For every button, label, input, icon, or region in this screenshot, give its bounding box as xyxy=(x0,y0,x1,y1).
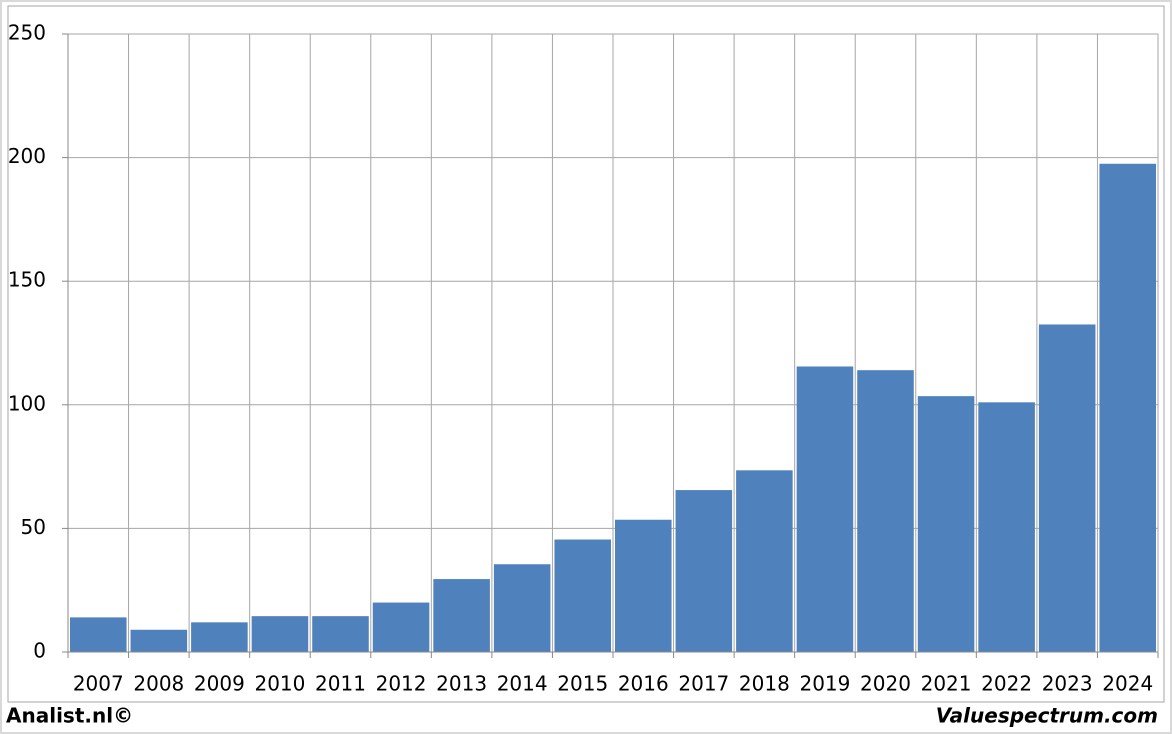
bar xyxy=(1038,324,1096,652)
bar xyxy=(675,490,733,652)
y-tick-label: 0 xyxy=(33,639,46,663)
footer-right: Valuespectrum.com xyxy=(936,704,1158,728)
bar xyxy=(70,617,127,652)
x-tick-label: 2024 xyxy=(1102,672,1153,696)
y-tick-label: 150 xyxy=(8,268,46,292)
bar xyxy=(251,616,309,652)
bar xyxy=(312,616,369,652)
y-tick-label: 200 xyxy=(8,144,46,168)
x-tick-label: 2009 xyxy=(194,672,245,696)
x-tick-label: 2013 xyxy=(436,672,487,696)
plot-area: 0 50 100 150 200 250 2007 2008 2009 2010 2011 2012 2… xyxy=(8,21,1159,696)
x-tick-label: 2022 xyxy=(981,672,1032,696)
x-tick-label: 2014 xyxy=(497,672,548,696)
bar xyxy=(736,470,793,652)
bar xyxy=(857,370,914,652)
bar xyxy=(554,539,611,652)
x-tick-label: 2010 xyxy=(254,672,305,696)
x-tick-label: 2020 xyxy=(860,672,911,696)
x-tick-label: 2016 xyxy=(618,672,669,696)
x-tick-label: 2012 xyxy=(376,672,427,696)
x-tick-label: 2008 xyxy=(133,672,184,696)
y-tick-label: 100 xyxy=(8,391,46,415)
bar xyxy=(1099,163,1156,652)
bar xyxy=(917,396,975,652)
y-tick-label: 250 xyxy=(8,21,46,45)
x-tick-label: 2021 xyxy=(921,672,972,696)
x-tick-label: 2007 xyxy=(73,672,124,696)
bar xyxy=(372,602,430,652)
bar xyxy=(191,622,248,652)
footer-left: Analist.nl© xyxy=(6,704,133,728)
bar xyxy=(615,519,672,652)
bar xyxy=(433,579,490,652)
x-tick-label: 2015 xyxy=(557,672,608,696)
x-tick-label: 2017 xyxy=(678,672,729,696)
x-tick-label: 2019 xyxy=(799,672,850,696)
x-tick-label: 2023 xyxy=(1042,672,1093,696)
x-tick-label: 2011 xyxy=(315,672,366,696)
bar xyxy=(796,366,854,652)
x-tick-label: 2018 xyxy=(739,672,790,696)
bar xyxy=(493,564,551,652)
bar xyxy=(978,402,1035,652)
bar xyxy=(130,629,188,652)
y-tick-label: 50 xyxy=(21,515,46,539)
